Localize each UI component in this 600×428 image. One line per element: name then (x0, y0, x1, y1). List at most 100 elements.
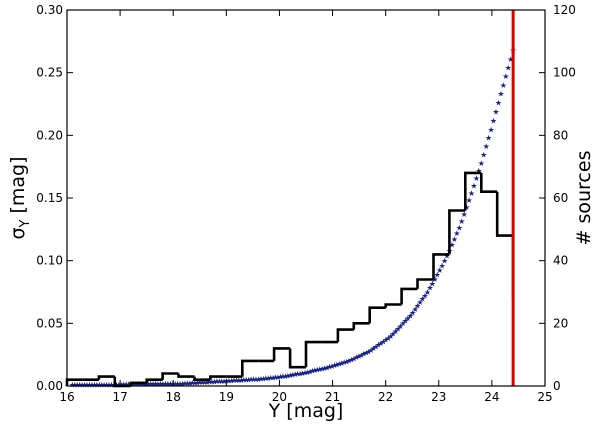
y-right-tick-label: 120 (553, 3, 576, 17)
scatter-point: ★ (314, 366, 321, 375)
y-left-tick-label: 0.20 (36, 128, 63, 142)
histogram-bin (432, 253, 450, 280)
histogram-bin (384, 303, 402, 308)
scatter-point: ★ (233, 376, 240, 385)
scatter-point: ★ (213, 377, 220, 386)
y-left-tick-label: 0.00 (36, 379, 63, 393)
x-tick-label: 25 (537, 390, 552, 404)
plot-area (67, 10, 545, 386)
scatter-point: ★ (157, 380, 164, 389)
scatter-point: ★ (88, 381, 95, 390)
scatter-point: ★ (211, 377, 218, 386)
scatter-point: ★ (81, 381, 88, 390)
scatter-point: ★ (69, 381, 76, 390)
scatter-point: ★ (407, 311, 414, 320)
scatter-point: ★ (265, 374, 272, 383)
histogram-bin (368, 306, 386, 324)
histogram-bin (416, 278, 434, 289)
scatter-point: ★ (500, 81, 507, 90)
y-left-tick-label: 0.30 (36, 3, 63, 17)
scatter-point: ★ (404, 314, 411, 323)
scatter-point: ★ (287, 371, 294, 380)
scatter-point: ★ (399, 319, 406, 328)
scatter-point: ★ (309, 367, 316, 376)
scatter-point: ★ (412, 305, 419, 314)
scatter-point: ★ (74, 381, 81, 390)
histogram-bin (161, 372, 179, 380)
x-tick-label: 23 (431, 390, 446, 404)
histogram-bin (241, 359, 259, 377)
scatter-point: ★ (426, 284, 433, 293)
scatter-point: ★ (162, 380, 169, 389)
x-tick-label: 17 (112, 390, 127, 404)
scatter-point: ★ (488, 125, 495, 134)
scatter-point: ★ (206, 378, 213, 387)
scatter-point: ★ (323, 363, 330, 372)
scatter-point: ★ (358, 351, 365, 360)
histogram-bin (129, 381, 147, 386)
scatter-point: ★ (463, 203, 470, 212)
scatter-point: ★ (191, 379, 198, 388)
scatter-point: ★ (365, 347, 372, 356)
histogram-bin (209, 375, 227, 380)
scatter-point: ★ (123, 380, 130, 389)
scatter-point: ★ (338, 359, 345, 368)
scatter-point: ★ (466, 196, 473, 205)
y-right-tick-label: 0 (553, 379, 561, 393)
scatter-point: ★ (448, 241, 455, 250)
scatter-point: ★ (79, 381, 86, 390)
x-tick-label: 18 (166, 390, 181, 404)
scatter-point: ★ (419, 295, 426, 304)
scatter-point: ★ (203, 378, 210, 387)
scatter-point: ★ (248, 375, 255, 384)
scatter-point: ★ (368, 346, 375, 355)
y-left-axis-title: σY [mag] (7, 156, 33, 239)
scatter-point: ★ (478, 159, 485, 168)
scatter-point: ★ (382, 336, 389, 345)
scatter-point: ★ (245, 375, 252, 384)
scatter-point: ★ (397, 322, 404, 331)
histogram-bin (464, 171, 482, 211)
scatter-point: ★ (98, 381, 105, 390)
scatter-point: ★ (353, 353, 360, 362)
scatter-point: ★ (350, 354, 357, 363)
scatter-point: ★ (260, 375, 267, 384)
histogram-bin (304, 340, 322, 368)
histogram-bin (480, 172, 498, 193)
scatter-point: ★ (71, 381, 78, 390)
histogram-bin (193, 376, 211, 381)
scatter-point: ★ (363, 349, 370, 358)
scatter-point: ★ (279, 372, 286, 381)
scatter-point: ★ (299, 369, 306, 378)
scatter-point: ★ (341, 358, 348, 367)
scatter-point: ★ (294, 370, 301, 379)
scatter-point: ★ (429, 279, 436, 288)
scatter-point: ★ (304, 368, 311, 377)
scatter-point: ★ (297, 369, 304, 378)
scatter-point: ★ (392, 327, 399, 336)
x-tick-label: 21 (325, 390, 340, 404)
scatter-point: ★ (502, 72, 509, 81)
scatter-point: ★ (424, 288, 431, 297)
scatter-point: ★ (208, 378, 215, 387)
scatter-point: ★ (292, 370, 299, 379)
scatter-point: ★ (93, 381, 100, 390)
scatter-point: ★ (177, 379, 184, 388)
scatter-point: ★ (331, 361, 338, 370)
scatter-point: ★ (333, 360, 340, 369)
x-tick-label: 20 (272, 390, 287, 404)
scatter-point: ★ (262, 374, 269, 383)
scatter-point: ★ (473, 174, 480, 183)
scatter-point: ★ (417, 298, 424, 307)
scatter-point: ★ (348, 356, 355, 365)
scatter-point: ★ (76, 381, 83, 390)
scatter-point: ★ (470, 181, 477, 190)
scatter-point: ★ (270, 373, 277, 382)
scatter-point: ★ (370, 344, 377, 353)
scatter-point: ★ (421, 291, 428, 300)
scatter-point: ★ (375, 341, 382, 350)
scatter-point: ★ (451, 235, 458, 244)
scatter-point: ★ (461, 210, 468, 219)
x-tick-label: 24 (484, 390, 499, 404)
scatter-point: ★ (326, 363, 333, 372)
